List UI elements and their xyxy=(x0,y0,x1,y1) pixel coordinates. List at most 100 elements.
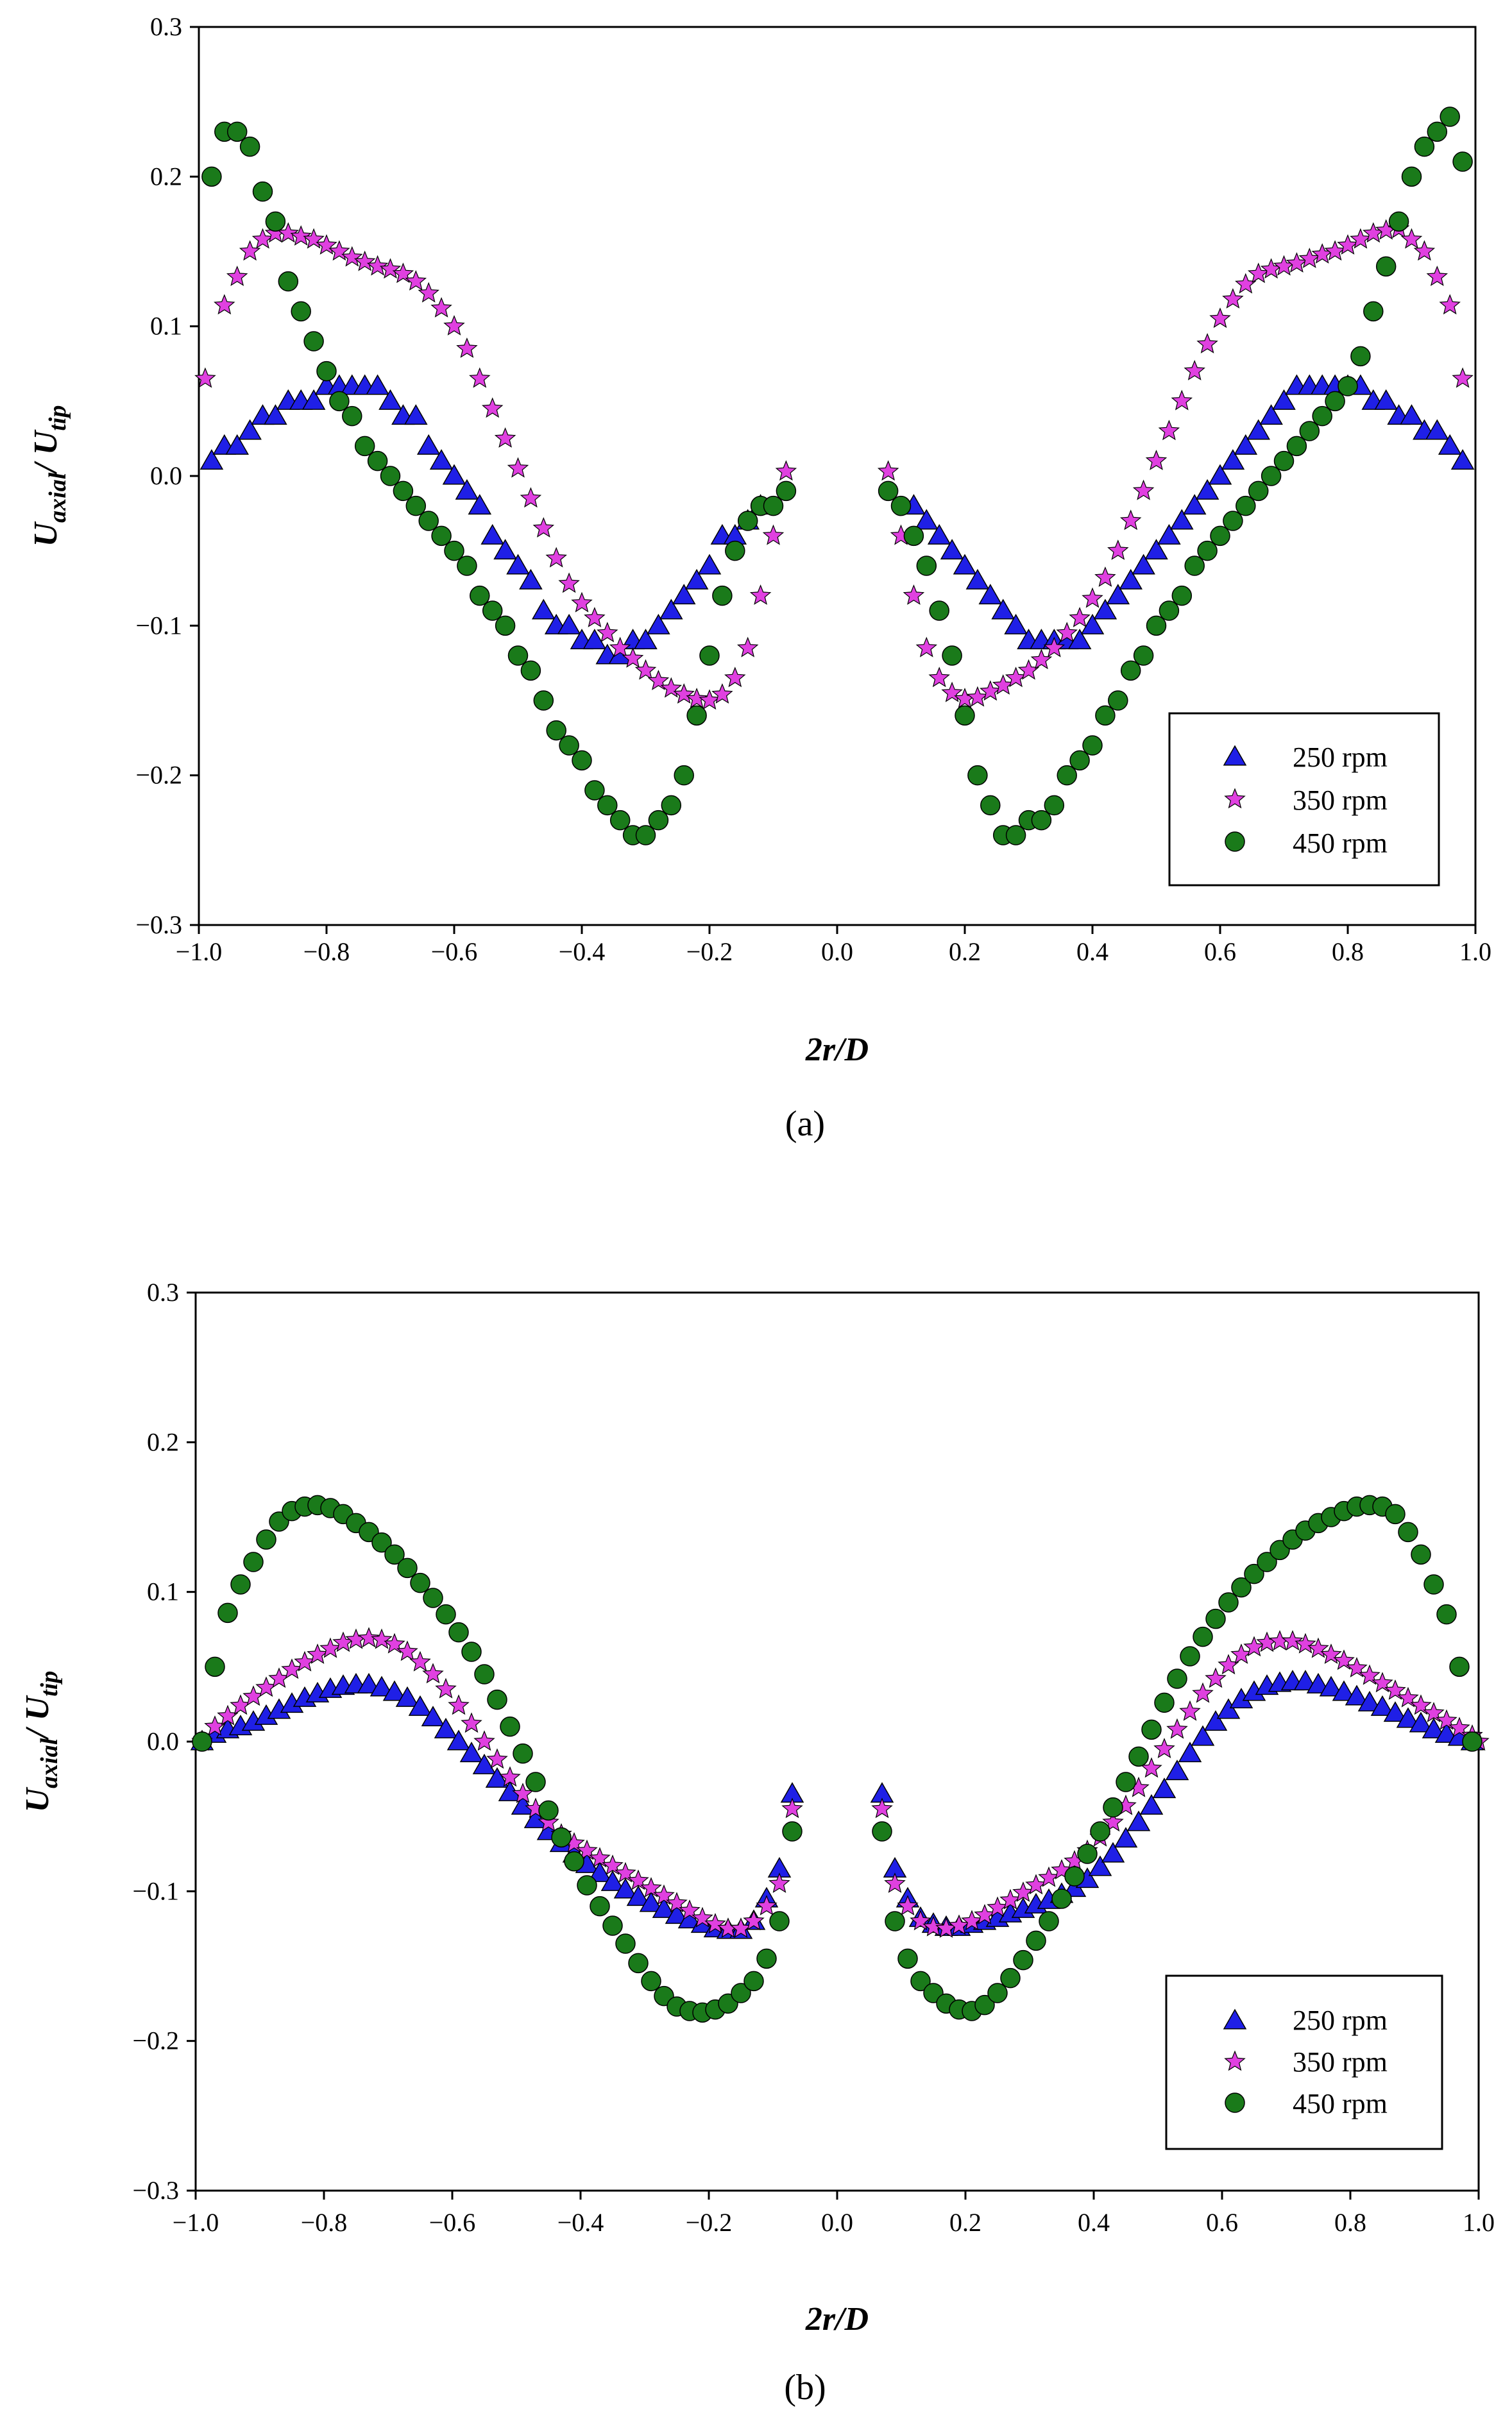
data-point-star xyxy=(597,622,618,643)
data-point-circle xyxy=(1044,795,1065,816)
data-point-circle xyxy=(226,121,248,142)
data-point-circle xyxy=(1031,810,1052,831)
data-point-circle xyxy=(1363,301,1384,322)
data-point-circle xyxy=(533,690,554,711)
data-point-triangle xyxy=(697,554,722,575)
data-point-circle xyxy=(342,405,362,427)
data-point-star xyxy=(884,1872,906,1893)
legend-label-450-b: 450 rpm xyxy=(1293,2088,1388,2119)
series-350-rpm xyxy=(194,217,1474,710)
data-point-circle xyxy=(756,1948,777,1969)
data-point-star xyxy=(749,584,772,605)
data-point-circle xyxy=(316,361,337,382)
data-point-star xyxy=(1179,1700,1201,1721)
data-point-circle xyxy=(1452,151,1473,172)
data-point-circle xyxy=(444,540,464,561)
data-point-triangle xyxy=(915,509,939,530)
x-tick-label: −1.0 xyxy=(173,2208,219,2237)
y-tick-label: 0.2 xyxy=(150,162,182,191)
data-point-star xyxy=(1298,248,1321,268)
data-point-star xyxy=(692,1906,713,1928)
data-point-star xyxy=(366,255,389,276)
data-point-circle xyxy=(1171,585,1193,606)
data-point-star xyxy=(961,1910,983,1931)
data-point-circle xyxy=(1095,705,1116,726)
data-point-star xyxy=(699,689,720,710)
legend-marker-triangle xyxy=(1223,2008,1247,2030)
data-point-circle xyxy=(1069,750,1090,771)
data-point-star xyxy=(538,1811,559,1832)
data-point-triangle xyxy=(523,1807,548,1828)
data-point-star xyxy=(1320,1643,1342,1664)
data-point-star xyxy=(1413,240,1436,261)
data-point-star xyxy=(1069,607,1091,627)
y-axis-title-main-b: U xyxy=(19,1787,56,1812)
y-axis-title-a: Uaxial/ Utip xyxy=(28,405,71,547)
data-point-circle xyxy=(1133,645,1154,666)
data-point-triangle xyxy=(1126,1810,1151,1831)
data-point-circle xyxy=(265,211,286,232)
data-point-star xyxy=(1295,1633,1316,1654)
data-point-circle xyxy=(507,645,529,666)
data-point-circle xyxy=(674,765,694,786)
data-point-circle xyxy=(1077,1844,1098,1864)
data-point-circle xyxy=(890,495,912,516)
data-point-star xyxy=(481,397,504,418)
data-point-triangle xyxy=(634,629,658,650)
data-point-star xyxy=(1307,1637,1329,1658)
data-point-circle xyxy=(405,495,427,516)
data-point-star xyxy=(756,1895,777,1915)
data-point-circle xyxy=(1236,495,1256,516)
data-point-circle xyxy=(1338,376,1358,396)
data-point-circle xyxy=(252,181,273,202)
x-axis-title-a: 2r/D xyxy=(805,1031,869,1068)
panel-label-a: (a) xyxy=(785,1104,825,1144)
y-tick-label: −0.1 xyxy=(135,611,182,640)
data-point-circle xyxy=(520,660,541,681)
data-point-circle xyxy=(1312,405,1332,427)
data-point-star xyxy=(448,1694,470,1715)
data-point-triangle xyxy=(652,1897,676,1918)
data-point-triangle xyxy=(357,1672,381,1693)
data-point-circle xyxy=(910,1971,931,1992)
data-point-circle xyxy=(1286,436,1307,457)
data-point-circle xyxy=(725,540,745,561)
data-point-star xyxy=(627,1869,649,1890)
data-point-star xyxy=(1247,262,1270,284)
series-350-rpm xyxy=(191,1627,1490,1938)
data-point-circle xyxy=(1385,1504,1406,1525)
x-axis-a: −1.0 −0.8 −0.6 −0.4 −0.2 0.0 0.2 0.4 0.6 0.8 1.0 xyxy=(176,925,1491,966)
data-point-star xyxy=(353,250,376,271)
data-point-star xyxy=(1030,649,1053,670)
data-point-star xyxy=(1043,636,1066,658)
data-point-star xyxy=(499,1766,521,1787)
data-point-circle xyxy=(782,1821,803,1842)
y-axis-title-sub2-b: tip xyxy=(36,1671,63,1697)
chart-panel-b: −0.3 −0.2 −0.1 0.0 0.1 0.2 0.3 −1.0 −0.8 −0.6 −0.… xyxy=(19,1278,1495,2407)
data-point-circle xyxy=(470,585,490,606)
data-point-circle xyxy=(192,1731,212,1752)
data-point-triangle xyxy=(506,554,530,575)
data-point-star xyxy=(1025,1874,1047,1895)
data-point-triangle xyxy=(684,568,709,590)
data-point-star xyxy=(358,1627,380,1648)
data-point-circle xyxy=(1423,1574,1444,1595)
data-point-triangle xyxy=(1357,1690,1382,1711)
data-point-circle xyxy=(1223,511,1243,531)
data-point-star xyxy=(1384,1679,1406,1700)
y-tick-label: 0.1 xyxy=(150,312,182,341)
data-point-triangle xyxy=(672,584,696,605)
data-point-circle xyxy=(967,765,988,786)
data-point-star xyxy=(435,1677,457,1699)
data-point-circle xyxy=(1128,1746,1149,1767)
data-point-star xyxy=(281,1658,303,1679)
data-point-circle xyxy=(551,1827,572,1848)
data-point-triangle xyxy=(1080,613,1105,634)
data-point-star xyxy=(1184,360,1205,380)
data-point-triangle xyxy=(1438,434,1462,455)
legend-b: 250 rpm 350 rpm 450 rpm xyxy=(1165,1974,1443,2150)
data-point-circle xyxy=(769,1911,790,1931)
data-point-star xyxy=(928,666,950,688)
data-point-star xyxy=(494,427,516,448)
data-point-star xyxy=(532,517,555,538)
